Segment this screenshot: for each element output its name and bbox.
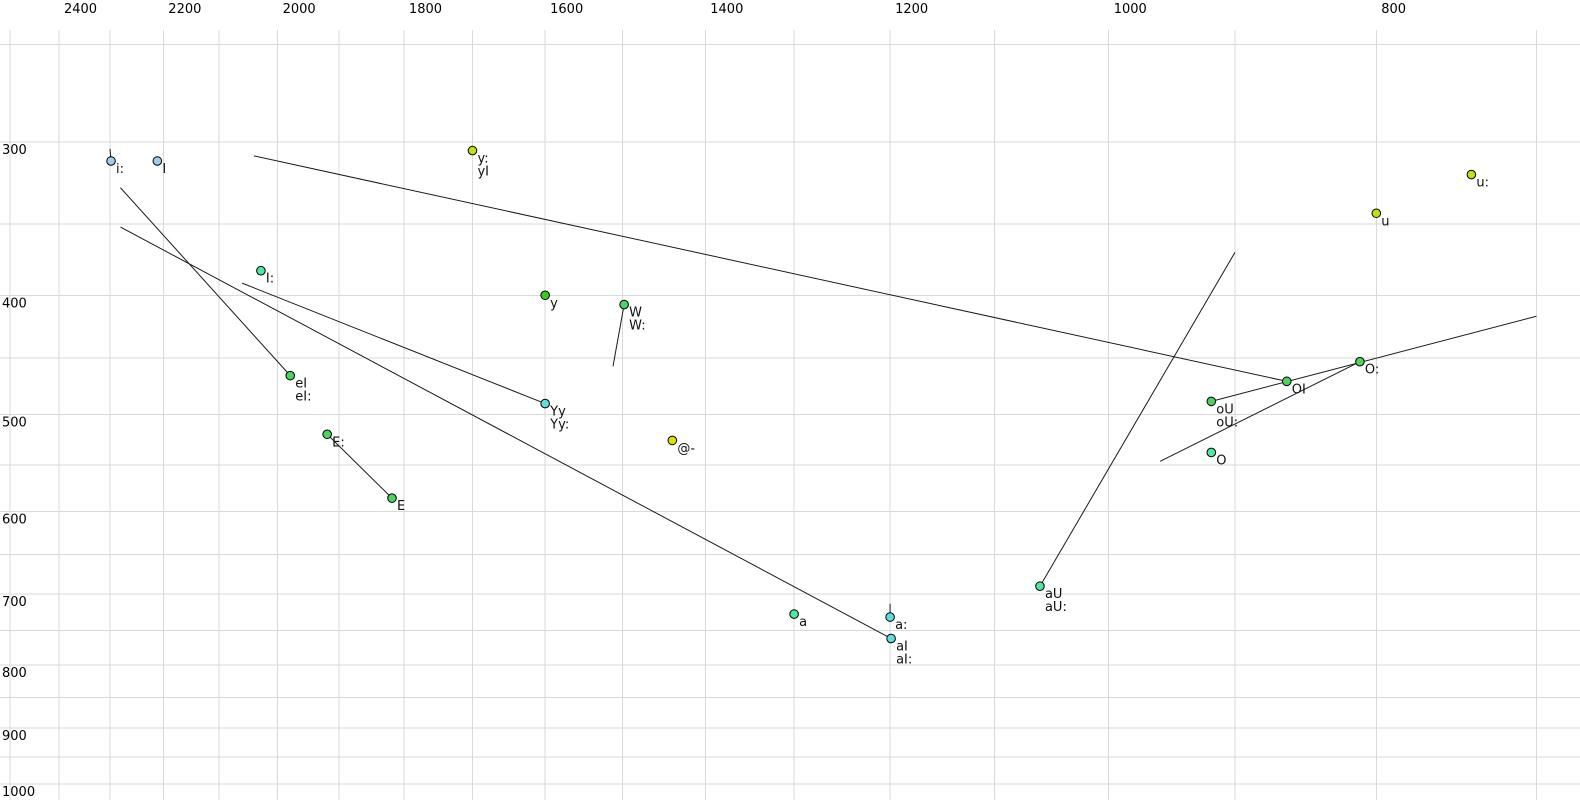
- trajectory-O-long-glide: [1159, 361, 1361, 462]
- trajectory-E-long-glide: [326, 433, 393, 499]
- x-tick-label-800: 800: [1381, 2, 1406, 17]
- vowel-label-y-long-1: yI: [477, 165, 489, 180]
- y-tick-label-600: 600: [2, 513, 27, 528]
- vowel-label-@-0: @-: [677, 441, 695, 456]
- vowel-point-y-long: [467, 145, 478, 156]
- y-tick-label-900: 900: [2, 729, 27, 744]
- vowel-point-u: [1371, 208, 1382, 219]
- y-tick-label-800: 800: [2, 666, 27, 681]
- vowel-point-E: [387, 493, 397, 503]
- vowel-label-Yy-0: Yy: [549, 405, 566, 420]
- vowel-label-O-long-0: O:: [1365, 363, 1379, 378]
- x-tick-label-1000: 1000: [1114, 2, 1147, 17]
- vowel-point-aU: [1035, 581, 1045, 592]
- vowel-label-I-0: I: [162, 162, 166, 177]
- axis-tick-labels: 2400 2200 2000 1800 1600 1400 1200 1000 800 300 40…: [2, 2, 1406, 800]
- vowel-label-u-0: u: [1381, 214, 1389, 229]
- vowel-label-i-long-0: i:: [116, 162, 124, 177]
- x-tick-label-1400: 1400: [710, 2, 743, 17]
- trajectory-aU-glide: [1039, 251, 1236, 587]
- vowel-label-aI-0: aI: [896, 639, 908, 654]
- trajectory-oU-glide: [1211, 315, 1537, 402]
- x-tick-label-1800: 1800: [409, 2, 442, 17]
- x-tick-label-1600: 1600: [550, 2, 583, 17]
- y-tick-label-700: 700: [2, 595, 27, 610]
- vowel-point-E-long: [322, 429, 332, 440]
- trajectory-OI-glide: [253, 155, 1287, 382]
- vowel-label-E-long-0: E:: [332, 435, 345, 450]
- vowel-label-I-long-0: I:: [266, 272, 274, 287]
- x-tick-label-1200: 1200: [895, 2, 928, 17]
- vowel-label-W-0: W: [629, 306, 642, 321]
- vowel-label-oU-0: oU: [1216, 402, 1233, 417]
- vowel-point-@: [667, 435, 678, 446]
- y-tick-label-1000: 1000: [2, 785, 35, 800]
- vowel-point-oU: [1206, 396, 1217, 407]
- x-tick-label-2200: 2200: [168, 2, 201, 17]
- vowel-label-OI-0: OI: [1292, 382, 1306, 397]
- vowel-point-OI: [1281, 376, 1292, 387]
- vowel-label-W-1: W:: [629, 319, 645, 334]
- vowel-label-oU-1: oU:: [1216, 415, 1238, 430]
- vowel-point-a: [789, 609, 799, 619]
- vowel-point-eI: [285, 370, 296, 381]
- vowel-label-a-long-0: a:: [895, 618, 907, 633]
- vowel-point-O: [1206, 447, 1217, 458]
- vowel-label-eI-1: eI:: [295, 390, 311, 405]
- y-tick-label-500: 500: [2, 415, 27, 430]
- x-tick-label-2000: 2000: [283, 2, 316, 17]
- vowel-point-I: [152, 156, 163, 166]
- vowel-label-aI-1: aI:: [896, 652, 912, 667]
- trajectory-eI-glide: [120, 187, 291, 376]
- vowel-point-aI: [886, 633, 896, 644]
- x-tick-label-2400: 2400: [64, 2, 97, 17]
- trajectory-aI-glide: [120, 226, 892, 639]
- vowel-point-I-long: [256, 265, 266, 276]
- vowel-point-O-long: [1355, 356, 1365, 367]
- vowel-label-a-0: a: [799, 615, 807, 630]
- vowel-point-u-long: [1466, 169, 1477, 180]
- vowel-point-Yy: [540, 398, 550, 409]
- vowel-label-u-long-0: u:: [1476, 176, 1489, 191]
- vowel-point-a-long: [885, 612, 895, 622]
- vowel-label-aU-1: aU:: [1045, 600, 1067, 615]
- vowel-label-Yy-1: Yy:: [549, 418, 569, 433]
- vowel-label-y-long-0: y:: [477, 152, 488, 167]
- vowel-point-i-long: [106, 156, 116, 166]
- vowel-label-y-0: y: [550, 296, 558, 311]
- vowel-point-W: [619, 299, 629, 310]
- trajectory-Yy-glide: [241, 282, 546, 405]
- vowel-point-y: [540, 290, 550, 301]
- y-tick-label-400: 400: [2, 296, 27, 311]
- trajectory-W-glide: [612, 304, 625, 367]
- grid-layer: [0, 30, 1580, 800]
- y-tick-label-300: 300: [2, 143, 27, 158]
- trajectory-layer: [109, 148, 1537, 639]
- vowel-label-O-0: O: [1216, 453, 1226, 468]
- vowel-label-eI-0: eI: [295, 377, 307, 392]
- vowel-label-E-0: E: [397, 499, 405, 514]
- vowel-label-aU-0: aU: [1045, 587, 1062, 602]
